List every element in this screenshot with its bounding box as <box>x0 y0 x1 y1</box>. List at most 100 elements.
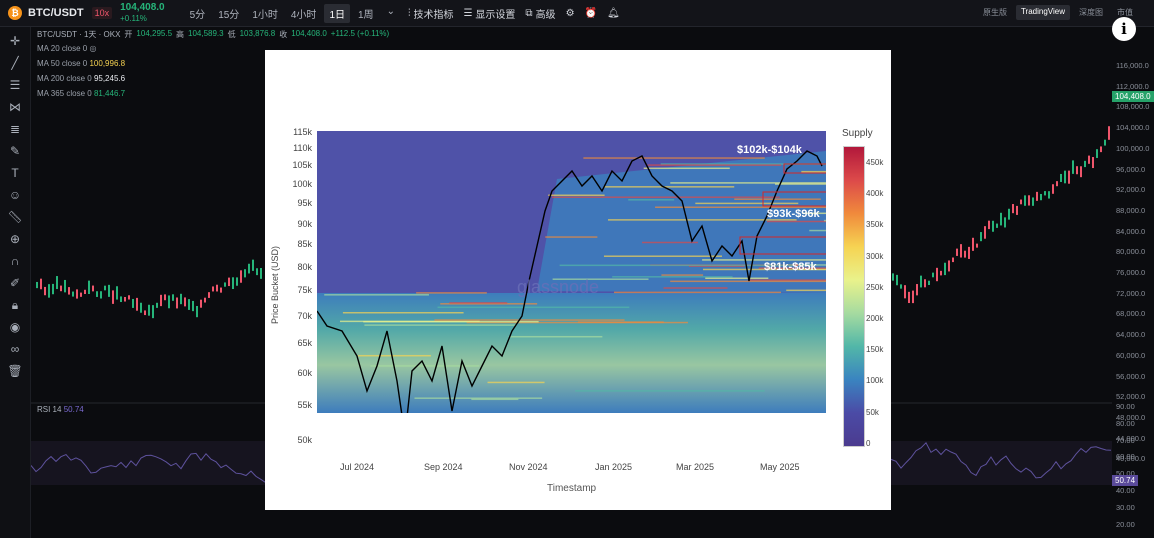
candle <box>64 279 66 293</box>
display-settings-button[interactable]: ☰ 显示设置 <box>463 6 515 21</box>
supply-band <box>801 170 826 173</box>
symbol-name[interactable]: BTC/USDT <box>28 7 84 19</box>
heatmap-y-tick: 70k <box>297 311 312 321</box>
pattern-icon[interactable]: ⋈ <box>9 100 21 114</box>
candle <box>1036 191 1038 201</box>
eye-off-icon[interactable]: ◎ <box>89 44 97 53</box>
indicators-button[interactable]: ⫶ 技术指标 <box>408 6 454 21</box>
candle <box>992 220 994 232</box>
eye-icon[interactable]: ◉ <box>9 320 21 334</box>
candle <box>168 295 170 309</box>
price-tick: 92,000.0 <box>1116 185 1146 195</box>
candle <box>1072 160 1074 174</box>
supply-band <box>612 276 733 278</box>
candle <box>1000 212 1002 226</box>
supply-band <box>548 194 605 197</box>
candle <box>1060 173 1062 182</box>
supply-band <box>434 319 625 321</box>
supply-band <box>809 229 826 232</box>
supply-band <box>642 241 698 244</box>
candle <box>988 220 990 230</box>
view-tradingview[interactable]: TradingView <box>1015 5 1070 20</box>
annotation-81-85: $81k-$85k <box>764 261 817 273</box>
lock-icon[interactable]: 🔒︎ <box>11 297 19 312</box>
candle <box>160 294 162 307</box>
ma50-legend[interactable]: MA 50 close 0 100,996.8 <box>37 59 125 68</box>
timeframe-5m[interactable]: 5分 <box>189 9 206 21</box>
glassnode-watermark: glassnode <box>517 277 599 297</box>
timeframe-1w[interactable]: 1周 <box>358 9 374 21</box>
ruler-icon[interactable]: 📏︎ <box>7 210 23 224</box>
candle <box>1040 193 1042 201</box>
view-native[interactable]: 原生版 <box>982 8 1007 17</box>
horizontal-lines-icon[interactable]: ☰ <box>9 78 21 92</box>
candle <box>224 282 226 287</box>
trash-icon[interactable]: 🗑︎ <box>7 364 23 378</box>
candle <box>176 297 178 309</box>
price-axis[interactable]: 116,000.0 112,000.0 108,000.0 104,000.0 100,… <box>1112 52 1154 532</box>
candle <box>1032 197 1034 206</box>
timeframe-selector: 5分 15分 1小时 4小时 1日 1周 ⌄ <box>185 3 400 23</box>
heatmap-y-tick: 80k <box>297 262 312 272</box>
supply-band <box>628 199 675 201</box>
timeframe-15m[interactable]: 15分 <box>218 9 240 21</box>
supply-band <box>661 274 704 276</box>
candle <box>260 268 262 279</box>
emoji-icon[interactable]: ☺ <box>8 188 22 202</box>
magnet-icon[interactable]: ∩ <box>10 254 20 268</box>
ma200-legend[interactable]: MA 200 close 0 95,245.6 <box>37 74 125 83</box>
alert-icon[interactable]: ⏰ <box>584 7 597 19</box>
timeframe-4h[interactable]: 4小时 <box>290 9 317 21</box>
text-icon[interactable]: T <box>11 166 19 180</box>
candle <box>128 295 130 300</box>
chevron-down-icon[interactable]: ⌄ <box>386 5 395 17</box>
current-price-tag: 104,408.0 <box>1112 91 1154 102</box>
heatmap-y-tick: 110k <box>293 143 312 153</box>
candle <box>204 297 206 303</box>
rsi-tick: 30.00 <box>1116 502 1135 512</box>
price-tick: 104,000.0 <box>1116 123 1150 133</box>
candle <box>212 286 214 292</box>
zoom-icon[interactable]: ⊕ <box>9 232 21 246</box>
candle <box>916 284 918 296</box>
brush-icon[interactable]: ✎ <box>9 144 21 158</box>
leverage-badge[interactable]: 10x <box>91 7 113 19</box>
colorbar-tick: 0 <box>866 438 871 448</box>
price-tick: 80,000.0 <box>1116 247 1146 257</box>
heatmap-y-tick: 95k <box>297 198 312 208</box>
gear-icon[interactable]: ⚙ <box>565 7 575 19</box>
candle <box>936 267 938 282</box>
heatmap-x-tick: May 2025 <box>760 462 800 472</box>
price-tick: 116,000.0 <box>1116 61 1149 70</box>
fib-icon[interactable]: ≣ <box>9 122 21 136</box>
crosshair-icon[interactable]: ✛ <box>9 34 21 48</box>
rsi-tick: 60.00 <box>1116 452 1135 462</box>
link-icon[interactable]: ∞ <box>10 342 20 356</box>
trendline-icon[interactable]: ╱ <box>11 56 19 70</box>
candle <box>896 274 898 286</box>
supply-band <box>705 277 769 280</box>
ohlc-infobar: BTC/USDT · 1天 · OKX 开 104,295.5 高 104,589.… <box>37 29 389 40</box>
view-depth[interactable]: 深度图 <box>1079 8 1103 17</box>
stay-drawing-icon[interactable]: ✐ <box>9 276 21 290</box>
candle <box>140 302 142 313</box>
advanced-button[interactable]: ⧉ 高级 <box>525 6 555 21</box>
rsi-tick: 70.00 <box>1116 435 1135 445</box>
ma20-legend[interactable]: MA 20 close 0 ◎ <box>37 44 96 53</box>
timeframe-1h[interactable]: 1小时 <box>252 9 278 21</box>
timeframe-1d[interactable]: 1日 <box>324 3 350 23</box>
candle <box>1092 157 1094 169</box>
top-toolbar: ₿ BTC/USDT 10x 104,408.0 +0.11% 5分 15分 1… <box>0 0 1154 27</box>
candle <box>40 278 42 290</box>
info-icon[interactable]: i <box>1112 17 1136 41</box>
ma50-value: 100,996.8 <box>89 59 126 68</box>
price-tick: 60,000.0 <box>1116 350 1146 360</box>
rsi-legend[interactable]: RSI 14 50.74 <box>37 405 84 414</box>
candle <box>216 284 218 292</box>
low-label: 低 <box>227 30 236 39</box>
view-marketcap[interactable]: 市值 <box>1117 8 1133 17</box>
supply-band <box>766 220 826 223</box>
heatmap-y-tick: 55k <box>297 400 312 410</box>
ma365-legend[interactable]: MA 365 close 0 81,446.7 <box>37 89 125 98</box>
bell-icon[interactable]: 🔔︎ <box>606 7 620 19</box>
